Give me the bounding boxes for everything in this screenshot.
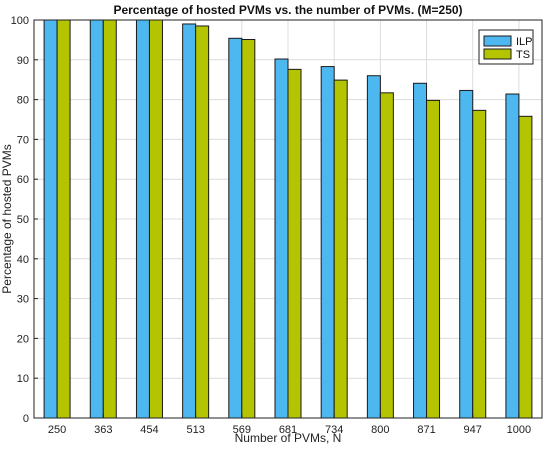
bar-ilp-800 (366, 75, 381, 419)
x-tick-label: 681 (279, 424, 297, 436)
bar-ts-947 (472, 109, 487, 419)
bar-ilp-1000 (505, 93, 520, 419)
bar-ts-681 (287, 68, 302, 419)
bar-ts-454 (148, 19, 163, 419)
y-tick-label: 80 (17, 95, 29, 107)
bar-ts-800 (379, 92, 394, 419)
bar-ts-513 (195, 25, 210, 419)
y-tick-label: 40 (17, 254, 29, 266)
bar-ilp-454 (135, 19, 150, 419)
x-axis-label: Number of PVMs, N (235, 431, 342, 445)
y-tick-label: 100 (11, 15, 29, 27)
x-tick-label: 363 (94, 424, 112, 436)
bar-ts-569 (241, 39, 256, 419)
chart-title: Percentage of hosted PVMs vs. the number… (113, 3, 462, 17)
bar-ilp-363 (89, 19, 104, 419)
tick-labels: 0 10 20 30 40 50 60 70 80 90 100 250 363 454 513 569 681… (11, 15, 532, 436)
legend: ILP TS (478, 29, 534, 65)
legend-swatch-ilp (483, 35, 512, 47)
legend-label-ts: TS (516, 49, 530, 61)
y-tick-label: 0 (23, 413, 29, 425)
x-tick-label: 734 (325, 424, 343, 436)
x-tick-label: 1000 (507, 424, 531, 436)
x-tick-label: 569 (233, 424, 251, 436)
y-tick-label: 90 (17, 55, 29, 67)
y-tick-label: 30 (17, 294, 29, 306)
y-axis-label: Percentage of hosted PVMs (0, 144, 14, 293)
bar-ts-250 (56, 19, 71, 419)
x-tick-label: 250 (48, 424, 66, 436)
bar-ts-871 (426, 99, 441, 419)
legend-label-ilp: ILP (516, 36, 533, 48)
x-tick-label: 513 (186, 424, 204, 436)
x-tick-label: 871 (417, 424, 435, 436)
legend-swatch-ts (483, 48, 512, 60)
bar-ilp-513 (182, 23, 197, 419)
bar-ilp-947 (459, 89, 474, 419)
y-tick-label: 70 (17, 134, 29, 146)
y-tick-label: 20 (17, 333, 29, 345)
bar-ts-363 (102, 19, 117, 419)
y-tick-label: 50 (17, 214, 29, 226)
bar-ts-1000 (518, 115, 533, 419)
y-tick-label: 60 (17, 174, 29, 186)
bar-ilp-734 (320, 66, 335, 419)
bars (43, 19, 533, 419)
bar-ilp-569 (228, 37, 243, 419)
bar-ilp-250 (43, 19, 58, 419)
x-tick-label: 947 (464, 424, 482, 436)
bar-ilp-681 (274, 58, 289, 419)
bar-ilp-871 (413, 82, 428, 419)
y-tick-label: 10 (17, 373, 29, 385)
bar-ts-734 (333, 79, 348, 419)
x-tick-label: 454 (140, 424, 158, 436)
x-tick-label: 800 (371, 424, 389, 436)
